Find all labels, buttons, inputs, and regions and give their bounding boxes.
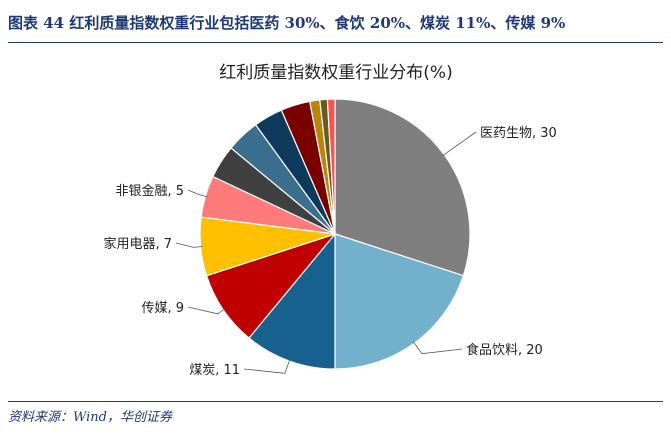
footer-rule xyxy=(8,401,663,402)
data-label: 传媒, 9 xyxy=(141,301,184,316)
leader-line xyxy=(243,358,291,374)
data-label: 非银金融, 5 xyxy=(115,183,184,199)
leader-line xyxy=(412,341,463,355)
pie-labels: 医药生物, 30 食品饮料, 20 煤炭, 11 传媒, 9 家用电器, 7 非银金融, … xyxy=(103,126,556,378)
source-note: 资料来源：Wind，华创证券 xyxy=(8,410,172,425)
pie-slices xyxy=(199,98,471,370)
leader-line xyxy=(187,189,208,198)
figure-title: 图表 44 红利质量指数权重行业包括医药 30%、食饮 20%、煤炭 11%、传… xyxy=(8,14,566,32)
header-rule xyxy=(8,42,663,43)
figure-header: 图表 44 红利质量指数权重行业包括医药 30%、食饮 20%、煤炭 11%、传… xyxy=(0,0,671,44)
data-label: 家用电器, 7 xyxy=(103,236,172,252)
leader-line xyxy=(187,306,226,315)
leader-line xyxy=(175,242,203,248)
pie-slice xyxy=(326,98,336,235)
data-label: 医药生物, 30 xyxy=(480,126,557,141)
data-label: 煤炭, 11 xyxy=(189,363,240,378)
chart-title: 红利质量指数权重行业分布(%) xyxy=(219,63,452,83)
leader-line xyxy=(442,131,477,157)
data-label: 食品饮料, 20 xyxy=(466,342,543,358)
